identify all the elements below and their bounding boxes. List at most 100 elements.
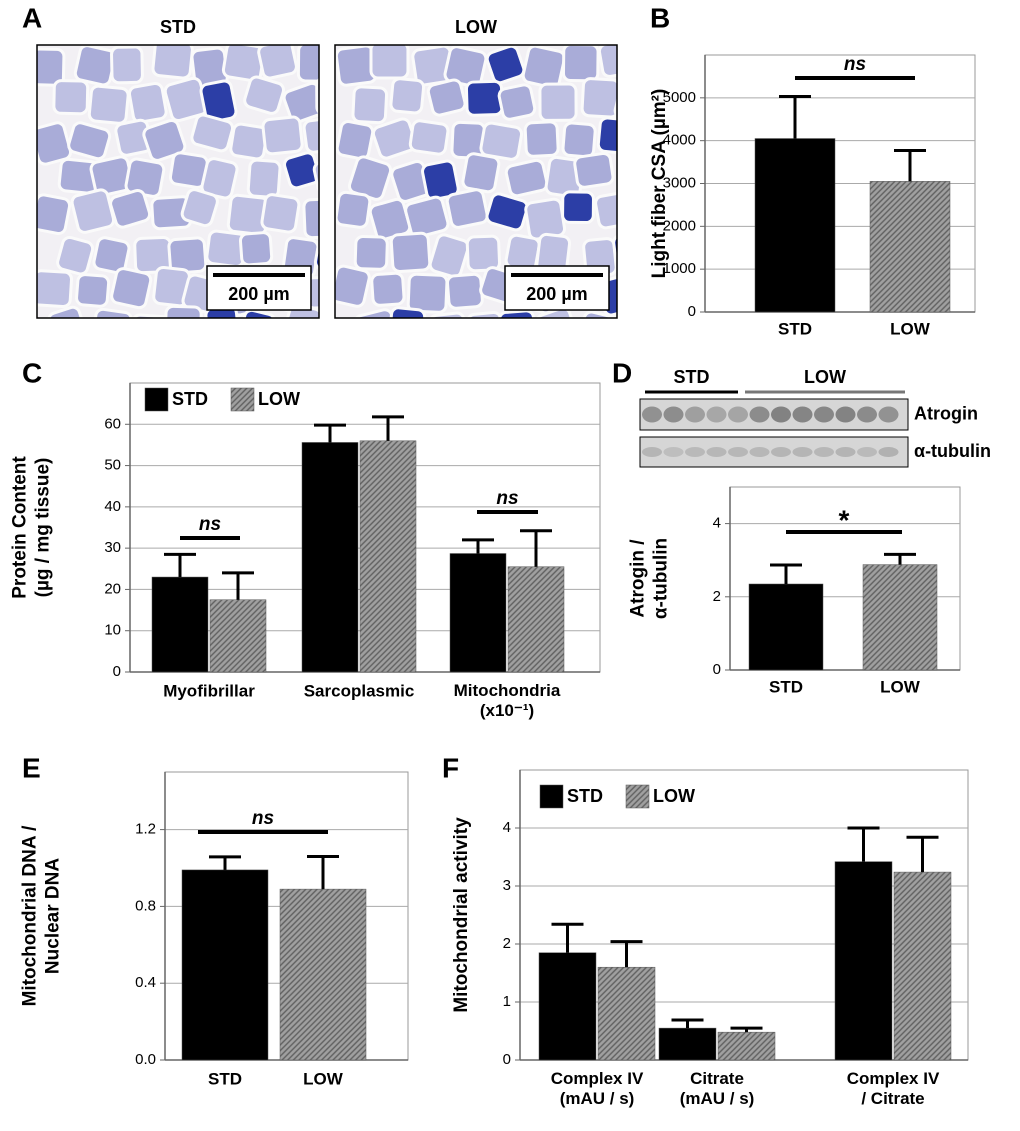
fiber bbox=[239, 308, 277, 318]
fiber bbox=[312, 157, 319, 195]
bar bbox=[869, 181, 951, 313]
text-line: Mitochondria bbox=[454, 681, 561, 700]
fiber bbox=[389, 231, 432, 274]
bar bbox=[449, 553, 507, 673]
panel-letter: C bbox=[22, 357, 42, 388]
x-tick-label: LOW bbox=[303, 1069, 344, 1088]
fiber bbox=[56, 235, 95, 276]
bar bbox=[834, 861, 893, 1061]
fiber bbox=[190, 113, 235, 153]
y-tick-label: 5000 bbox=[663, 89, 696, 106]
x-tick-label: Sarcoplasmic bbox=[304, 681, 415, 700]
scale-bar-label: 200 µm bbox=[228, 284, 289, 304]
text-line: (mAU / s) bbox=[680, 1090, 755, 1109]
fiber bbox=[302, 116, 319, 154]
significance-label: * bbox=[839, 504, 850, 535]
text-line: Nuclear DNA bbox=[42, 858, 63, 974]
fiber bbox=[296, 45, 319, 83]
legend-label: STD bbox=[567, 786, 603, 806]
significance-label: ns bbox=[199, 514, 221, 535]
y-tick-label: 3 bbox=[503, 877, 511, 894]
fiber bbox=[351, 85, 389, 125]
micrograph bbox=[37, 45, 319, 318]
fiber bbox=[485, 45, 526, 85]
panel-letter: B bbox=[650, 2, 670, 33]
y-tick-label: 0 bbox=[113, 663, 121, 680]
fiber bbox=[37, 269, 74, 309]
x-tick-label: Mitochondria (x10⁻¹) bbox=[454, 681, 561, 720]
bar bbox=[209, 599, 267, 673]
panel-letter: A bbox=[22, 2, 42, 33]
fiber bbox=[561, 121, 597, 159]
y-tick-label: 10 bbox=[104, 622, 121, 639]
fiber bbox=[404, 195, 450, 239]
blot-spot bbox=[878, 447, 899, 457]
fiber bbox=[180, 188, 219, 228]
blot-spot bbox=[706, 406, 727, 423]
bar bbox=[507, 566, 565, 673]
y-tick-label: 40 bbox=[104, 498, 121, 515]
blot-spot bbox=[771, 406, 791, 423]
text-line: Atrogin / bbox=[628, 539, 649, 618]
fiber bbox=[52, 79, 90, 116]
y-tick-label: 4000 bbox=[663, 132, 696, 149]
y-axis-label: Atrogin /α-tubulin bbox=[628, 538, 672, 619]
blot-group-label: LOW bbox=[804, 367, 846, 387]
legend-swatch bbox=[144, 387, 169, 412]
fiber bbox=[204, 305, 240, 318]
fiber bbox=[577, 310, 617, 318]
y-axis-label: Protein Content(µg / mg tissue) bbox=[10, 456, 54, 599]
bar bbox=[754, 138, 836, 313]
fiber bbox=[561, 190, 595, 225]
text-line: Complex IV bbox=[847, 1069, 940, 1088]
fiber bbox=[613, 84, 617, 124]
y-tick-label: 20 bbox=[104, 580, 121, 597]
y-tick-label: 3000 bbox=[663, 174, 696, 191]
fiber bbox=[47, 305, 87, 318]
y-tick-label: 0.8 bbox=[135, 897, 156, 914]
fiber bbox=[109, 189, 152, 229]
text-line: Protein Content bbox=[10, 456, 31, 599]
legend-swatch bbox=[539, 784, 564, 809]
blot-band-label: α-tubulin bbox=[914, 441, 991, 461]
fiber bbox=[523, 120, 560, 158]
bar bbox=[748, 583, 824, 671]
blot-spot bbox=[857, 447, 877, 457]
fiber bbox=[313, 233, 319, 275]
fiber bbox=[479, 121, 524, 161]
blot-spot bbox=[835, 447, 856, 457]
y-tick-label: 1000 bbox=[663, 260, 696, 277]
text-line: Mitochondrial DNA / bbox=[20, 825, 41, 1007]
fiber bbox=[335, 120, 375, 161]
text-line: Citrate bbox=[690, 1069, 744, 1088]
blot-spot bbox=[792, 406, 813, 423]
legend-swatch bbox=[230, 387, 255, 412]
fiber bbox=[426, 78, 467, 117]
y-tick-label: 2 bbox=[503, 935, 511, 952]
y-tick-label: 0.4 bbox=[135, 974, 156, 991]
text-line: α-tubulin bbox=[650, 538, 671, 619]
legend-swatch bbox=[625, 784, 650, 809]
fiber bbox=[257, 45, 298, 80]
significance-label: ns bbox=[496, 488, 518, 509]
fiber bbox=[75, 273, 111, 308]
fiber bbox=[461, 152, 501, 194]
blot-spot bbox=[642, 406, 662, 423]
fiber bbox=[92, 236, 131, 275]
x-tick-label: STD bbox=[769, 677, 803, 696]
fiber bbox=[497, 309, 537, 318]
fiber bbox=[70, 188, 116, 234]
fiber bbox=[466, 311, 505, 318]
fiber bbox=[619, 307, 657, 345]
bar bbox=[151, 576, 209, 673]
significance-label: ns bbox=[252, 808, 274, 829]
text-line: (µg / mg tissue) bbox=[32, 458, 53, 598]
legend-label: LOW bbox=[653, 786, 695, 806]
y-tick-label: 1 bbox=[503, 993, 511, 1010]
fiber bbox=[91, 307, 133, 318]
bar bbox=[279, 888, 367, 1061]
text-line: Complex IV bbox=[551, 1069, 644, 1088]
blot-band-label: Atrogin bbox=[914, 403, 978, 423]
fiber bbox=[573, 151, 615, 189]
